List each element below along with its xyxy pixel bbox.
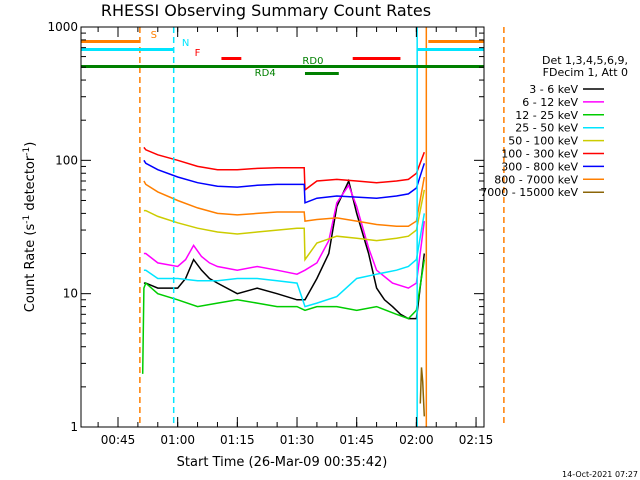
- series-line-12-25-kev: [141, 259, 426, 374]
- x-axis-label: Start Time (26-Mar-09 00:35:42): [177, 455, 388, 470]
- x-tick-label: 02:15: [459, 433, 494, 447]
- y-axis-label: Count Rate (s-1 detector-1): [22, 142, 38, 313]
- x-tick-label: 01:00: [160, 433, 195, 447]
- series-line-300-800-kev: [143, 159, 426, 204]
- y-tick-label: 100: [55, 153, 78, 167]
- series-line-100-300-kev: [143, 146, 426, 192]
- chart-title: RHESSI Observing Summary Count Rates: [101, 1, 431, 20]
- series-line-6-12-kev: [143, 183, 426, 289]
- legend-label-3-6-kev: 3 - 6 keV: [529, 83, 578, 96]
- legend: Det 1,3,4,5,6,9,FDecim 1, Att 0 3 - 6 keV…: [480, 54, 628, 199]
- flag-label-rd4: RD4: [255, 68, 276, 79]
- x-tick-label: 01:15: [220, 433, 255, 447]
- x-tick-label: 00:45: [101, 433, 136, 447]
- axes-layer: 1 10 100 1000 00:45 01:00 01:15 01:30 01:45 02:00…: [47, 20, 493, 447]
- y-tick-label: 10: [63, 287, 78, 301]
- legend-label-25-50-kev: 25 - 50 keV: [515, 122, 578, 135]
- legend-label-800-7000-kev: 800 - 7000 keV: [494, 173, 578, 186]
- series-line-7000-15000-kev: [419, 367, 426, 417]
- series-line-25-50-kev: [143, 213, 426, 308]
- legend-label-300-800-kev: 300 - 800 keV: [501, 160, 578, 173]
- x-tick-label: 02:00: [399, 433, 434, 447]
- legend-label-100-300-kev: 100 - 300 keV: [501, 148, 578, 161]
- plot-frame: [80, 26, 485, 428]
- legend-label-6-12-kev: 6 - 12 keV: [522, 96, 578, 109]
- legend-label-50-100-kev: 50 - 100 keV: [508, 135, 578, 148]
- series-line-3-6-kev: [143, 178, 426, 320]
- legend-header-line: Det 1,3,4,5,6,9,: [542, 54, 628, 67]
- data-layer: [141, 146, 426, 417]
- flag-label-rd0: RD0: [302, 56, 323, 67]
- footer-date: 14-Oct-2021 07:27: [562, 470, 638, 479]
- series-line-50-100-kev: [143, 189, 426, 262]
- x-tick-label: 01:45: [339, 433, 374, 447]
- flag-label-s: S: [151, 30, 157, 41]
- series-line-800-7000-kev: [143, 176, 426, 228]
- y-tick-label: 1000: [47, 20, 78, 34]
- legend-label-7000-15000-kev: 7000 - 15000 keV: [480, 186, 578, 199]
- legend-header-line: FDecim 1, Att 0: [543, 66, 628, 79]
- legend-label-12-25-kev: 12 - 25 keV: [515, 109, 578, 122]
- flag-label-f: F: [195, 48, 201, 59]
- overlay-layer: S NF RD0 RD4: [81, 27, 505, 427]
- y-tick-label: 1: [70, 420, 78, 434]
- flag-label-n: N: [182, 38, 189, 49]
- x-tick-label: 01:30: [280, 433, 315, 447]
